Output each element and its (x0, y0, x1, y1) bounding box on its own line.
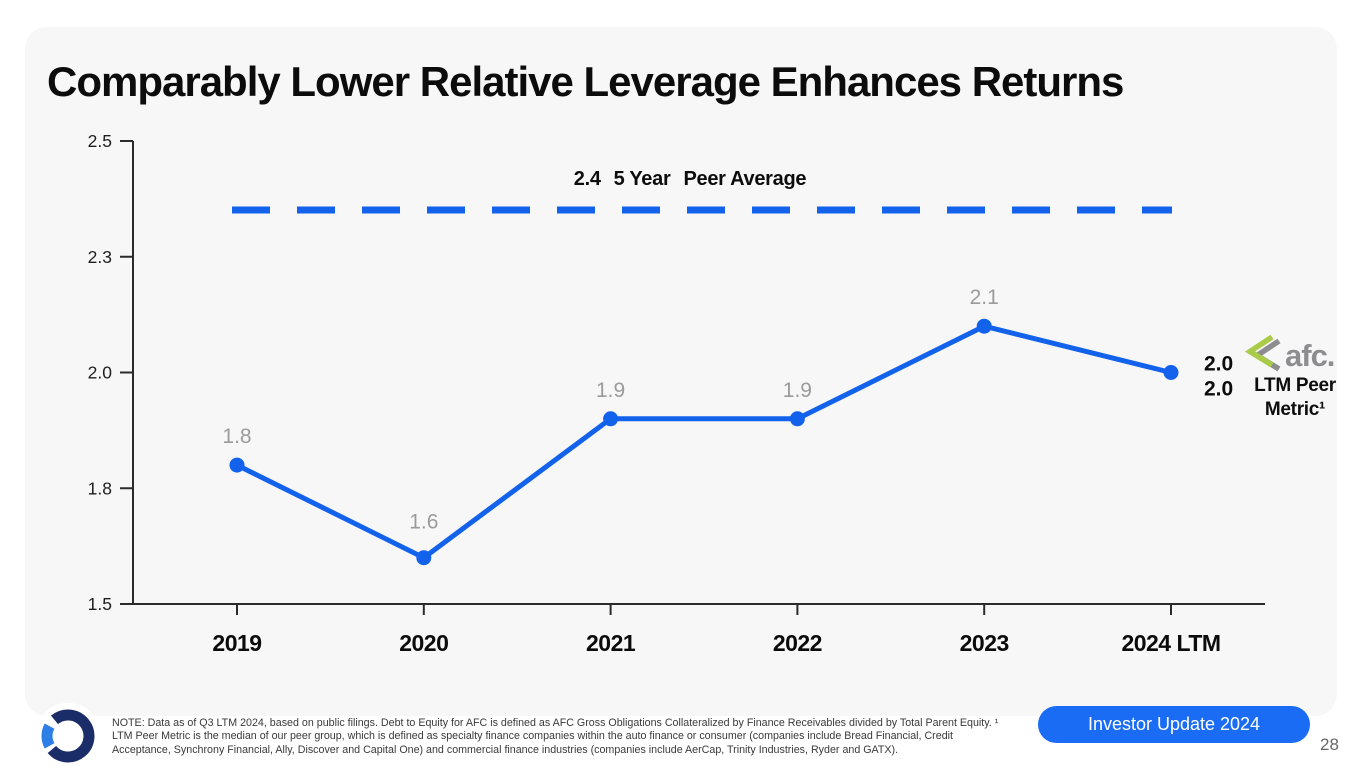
x-axis-label: 2019 (212, 630, 261, 656)
x-axis-label: 2023 (960, 630, 1009, 656)
x-axis-label: 2024 LTM (1121, 630, 1220, 656)
data-point (229, 457, 245, 473)
x-axis-label: 2021 (586, 630, 636, 656)
data-point (1163, 365, 1179, 380)
page-number: 28 (1320, 735, 1339, 754)
peer-average-label: 2.4 5 Year Peer Average (574, 168, 807, 190)
footer-logo-navy-arc (47, 709, 95, 763)
page-title: Comparably Lower Relative Leverage Enhan… (47, 58, 1124, 106)
afc-logo: afc. (1244, 334, 1335, 373)
data-point-label: 2.1 (970, 286, 999, 309)
data-point (603, 411, 619, 427)
y-axis-tick-label: 2.0 (88, 363, 113, 383)
data-point (789, 411, 805, 427)
data-point-label: 1.9 (596, 379, 625, 402)
afc-logo-wordmark: afc. (1285, 338, 1334, 373)
last-point-value-label: 2.0 (1204, 353, 1233, 376)
y-axis-tick-label: 2.5 (88, 131, 112, 151)
y-axis-tick-label: 1.5 (88, 594, 112, 614)
data-point-label: 1.6 (409, 511, 438, 534)
last-point-value-label: 2.0 (1204, 378, 1233, 401)
investor-update-button[interactable]: Investor Update 2024 (1038, 706, 1310, 743)
y-axis-tick-label: 2.3 (88, 247, 112, 267)
data-point (416, 550, 432, 566)
ltm-peer-label-line1: LTM Peer (1254, 375, 1336, 396)
data-point-label: 1.9 (783, 379, 812, 402)
ltm-peer-label-line2: Metric¹ (1264, 399, 1326, 420)
series-line (235, 323, 1172, 561)
data-point-label: 1.8 (222, 425, 251, 448)
slide-card (25, 27, 1337, 716)
y-axis-tick-label: 1.8 (88, 478, 112, 498)
ltm-peer-metric-annotation: afc. LTM Peer Metric¹ (1237, 334, 1353, 422)
x-axis-label: 2020 (399, 630, 448, 656)
data-point (976, 318, 992, 334)
footnote-text: NOTE: Data as of Q3 LTM 2024, based on p… (112, 716, 999, 756)
x-axis-label: 2022 (773, 630, 822, 656)
footer-brand-logo (35, 703, 101, 768)
footer-logo-blue-arc (41, 723, 55, 749)
afc-logo-green-chevron (1244, 334, 1274, 368)
